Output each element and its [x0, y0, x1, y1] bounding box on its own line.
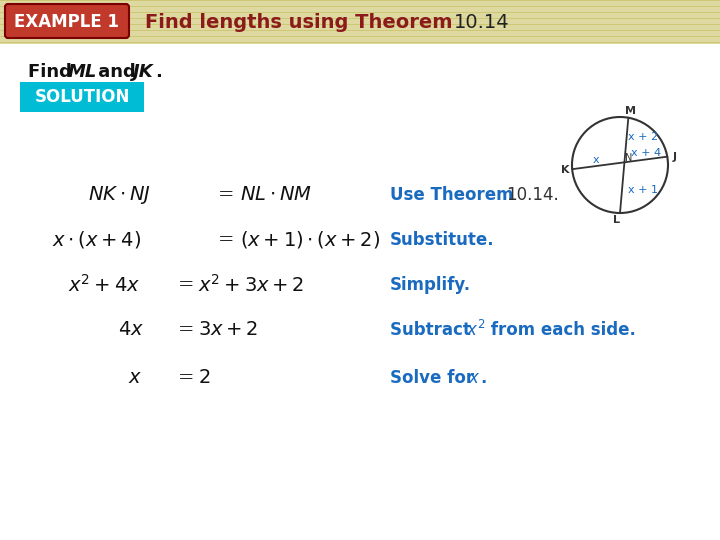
Text: Find lengths using Theorem: Find lengths using Theorem — [145, 12, 459, 31]
Text: $2$: $2$ — [198, 369, 210, 387]
FancyBboxPatch shape — [5, 4, 129, 38]
Text: 10.14: 10.14 — [454, 12, 510, 31]
Text: from each side.: from each side. — [485, 321, 636, 339]
Text: $4x$: $4x$ — [118, 321, 144, 339]
Text: J: J — [672, 152, 676, 161]
Text: x: x — [593, 155, 600, 165]
Text: Simplify.: Simplify. — [390, 276, 471, 294]
Text: K: K — [561, 165, 570, 175]
Text: $NL \cdot NM$: $NL \cdot NM$ — [240, 186, 312, 204]
Text: $x \cdot (x+4)$: $x \cdot (x+4)$ — [52, 230, 141, 251]
Text: JK: JK — [133, 63, 154, 81]
Text: x + 2: x + 2 — [629, 132, 659, 142]
Text: =: = — [218, 186, 235, 204]
Text: .: . — [155, 63, 162, 81]
Text: $x$: $x$ — [128, 369, 143, 387]
Text: $x^2 + 3x + 2$: $x^2 + 3x + 2$ — [198, 274, 305, 296]
Text: =: = — [178, 321, 194, 339]
Text: $(x+1) \cdot (x+2)$: $(x+1) \cdot (x+2)$ — [240, 230, 380, 251]
Text: $x$: $x$ — [468, 369, 480, 387]
Text: 10.14.: 10.14. — [506, 186, 559, 204]
Text: .: . — [480, 369, 487, 387]
Text: EXAMPLE 1: EXAMPLE 1 — [14, 13, 120, 31]
FancyBboxPatch shape — [0, 0, 720, 44]
Text: $x^2 + 4x$: $x^2 + 4x$ — [68, 274, 140, 296]
Text: =: = — [178, 369, 194, 387]
Text: $3x + 2$: $3x + 2$ — [198, 321, 258, 339]
Text: Subtract: Subtract — [390, 321, 477, 339]
Text: $x^2$: $x^2$ — [466, 320, 485, 340]
Text: =: = — [178, 276, 194, 294]
Text: Substitute.: Substitute. — [390, 231, 495, 249]
Text: Solve for: Solve for — [390, 369, 480, 387]
Text: x + 4: x + 4 — [631, 148, 661, 158]
Text: =: = — [218, 231, 235, 249]
Text: Use Theorem: Use Theorem — [390, 186, 519, 204]
Text: x + 1: x + 1 — [629, 185, 658, 194]
Text: Find: Find — [28, 63, 78, 81]
Text: N: N — [625, 153, 632, 163]
Text: SOLUTION: SOLUTION — [35, 88, 130, 106]
Text: ML: ML — [68, 63, 97, 81]
Text: M: M — [625, 106, 636, 116]
Text: and: and — [92, 63, 142, 81]
FancyBboxPatch shape — [20, 82, 144, 112]
FancyBboxPatch shape — [0, 44, 720, 540]
Text: $NK \cdot NJ$: $NK \cdot NJ$ — [88, 184, 151, 206]
Text: L: L — [613, 215, 621, 225]
